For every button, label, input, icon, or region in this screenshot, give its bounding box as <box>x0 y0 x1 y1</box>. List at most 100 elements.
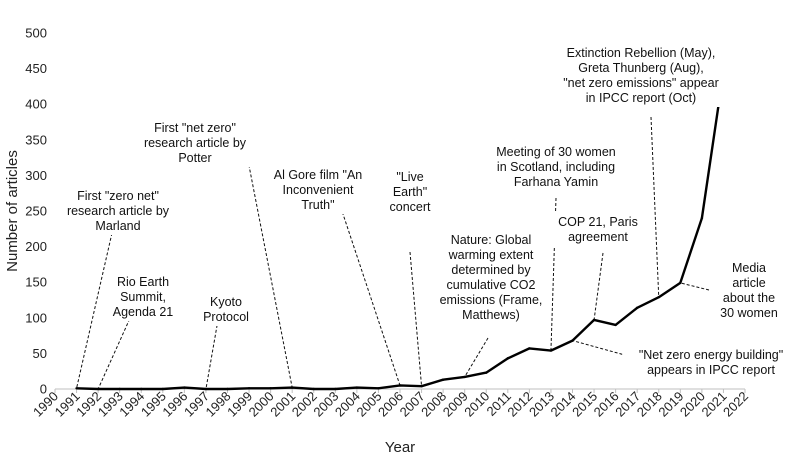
annotation-text: First "net zero" <box>154 121 236 135</box>
annotation-text: Farhana Yamin <box>514 175 598 189</box>
annotation-box <box>383 167 437 216</box>
y-tick-label: 500 <box>25 26 47 41</box>
annotation-leader-line <box>335 192 401 386</box>
annotation: "Net zero energy building"appears in IPC… <box>622 345 787 379</box>
annotation-text: Nature: Global <box>451 233 532 247</box>
data-point <box>96 387 100 391</box>
annotation-text: Greta Thunberg (Aug), <box>578 61 704 75</box>
annotation-box <box>52 186 184 235</box>
y-tick-label: 150 <box>25 275 47 290</box>
data-point <box>700 216 704 220</box>
annotation-text: Agenda 21 <box>113 305 174 319</box>
annotation-text: First "zero net" <box>77 189 159 203</box>
annotation-text: concert <box>390 200 432 214</box>
annotation-leader-line <box>572 340 633 358</box>
annotation-text: Kyoto <box>210 295 242 309</box>
data-point <box>441 378 445 381</box>
annotation-box <box>480 142 632 191</box>
data-point <box>571 339 574 342</box>
annotation-text: Matthews) <box>462 308 520 322</box>
data-point <box>657 295 660 299</box>
y-tick-label: 100 <box>25 310 47 325</box>
annotation-text: about the <box>723 291 775 305</box>
annotation-text: Protocol <box>203 310 249 324</box>
y-tick-label: 400 <box>25 97 47 112</box>
data-point <box>334 387 337 391</box>
data-point <box>635 306 639 310</box>
annotation-text: in IPCC report (Oct) <box>586 91 696 105</box>
annotation-leader-line <box>76 232 113 389</box>
data-point <box>204 387 208 391</box>
annotation-leader-line <box>680 282 710 291</box>
annotation: First "net zero"research article byPotte… <box>129 118 261 167</box>
x-axis-title: Year <box>385 439 415 456</box>
annotation-box <box>716 258 782 322</box>
annotation-text: "net zero emissions" appear <box>563 76 718 90</box>
annotation-text: emissions (Frame, <box>440 293 543 307</box>
annotation-box <box>548 43 734 107</box>
data-point <box>398 384 402 387</box>
data-point <box>485 371 488 374</box>
annotation-text: "Net zero energy building" <box>639 348 783 362</box>
data-point <box>506 357 510 360</box>
annotation-text: Media <box>732 261 766 275</box>
y-tick-label: 0 <box>40 382 47 397</box>
annotation-text: Inconvenient <box>283 183 354 197</box>
data-point <box>355 386 359 389</box>
annotation-leader-line <box>244 144 293 388</box>
annotation-text: Summit, <box>120 290 166 304</box>
data-point <box>592 318 596 322</box>
data-point <box>269 387 272 390</box>
annotation-box <box>622 345 787 379</box>
annotation-text: "Live <box>396 170 423 184</box>
annotation: First "zero net"research article byMarla… <box>52 186 184 235</box>
annotation-text: research article by <box>144 136 247 150</box>
annotation-text: Potter <box>178 151 211 165</box>
data-point <box>528 347 531 350</box>
annotation-box <box>431 230 551 324</box>
data-point <box>75 387 78 390</box>
data-point <box>463 375 466 379</box>
y-tick-label: 350 <box>25 132 47 147</box>
y-tick-label: 200 <box>25 239 47 254</box>
data-point <box>183 386 186 389</box>
annotation-text: article <box>732 276 765 290</box>
annotation: Extinction Rebellion (May),Greta Thunber… <box>548 43 734 107</box>
data-point <box>247 387 251 390</box>
annotation-text: appears in IPCC report <box>647 363 775 377</box>
y-tick-label: 250 <box>25 204 47 219</box>
data-point <box>161 387 165 391</box>
x-tick-label: 2022 <box>720 389 751 420</box>
annotation-box <box>110 272 176 321</box>
annotation-leader-line <box>409 251 423 387</box>
data-point <box>312 387 315 391</box>
annotation-text: Extinction Rebellion (May), <box>567 46 716 60</box>
data-point <box>118 387 121 391</box>
annotation-text: determined by <box>451 263 531 277</box>
annotation-leader-line <box>650 116 660 298</box>
annotation-box <box>262 165 374 214</box>
annotation-box <box>129 118 261 167</box>
annotation-text: Meeting of 30 women <box>496 145 616 159</box>
data-point <box>614 323 617 327</box>
annotation-box <box>552 212 644 246</box>
annotation-leader-line <box>205 319 219 390</box>
data-point <box>377 387 380 390</box>
annotation-text: cumulative CO2 <box>447 278 536 292</box>
annotation-text: Earth" <box>393 185 427 199</box>
data-point <box>226 387 229 391</box>
annotation-box <box>196 292 256 326</box>
annotation-text: in Scotland, including <box>497 160 615 174</box>
annotation-text: research article by <box>67 204 170 218</box>
annotation-leader-line <box>464 337 489 378</box>
data-point <box>549 349 553 352</box>
